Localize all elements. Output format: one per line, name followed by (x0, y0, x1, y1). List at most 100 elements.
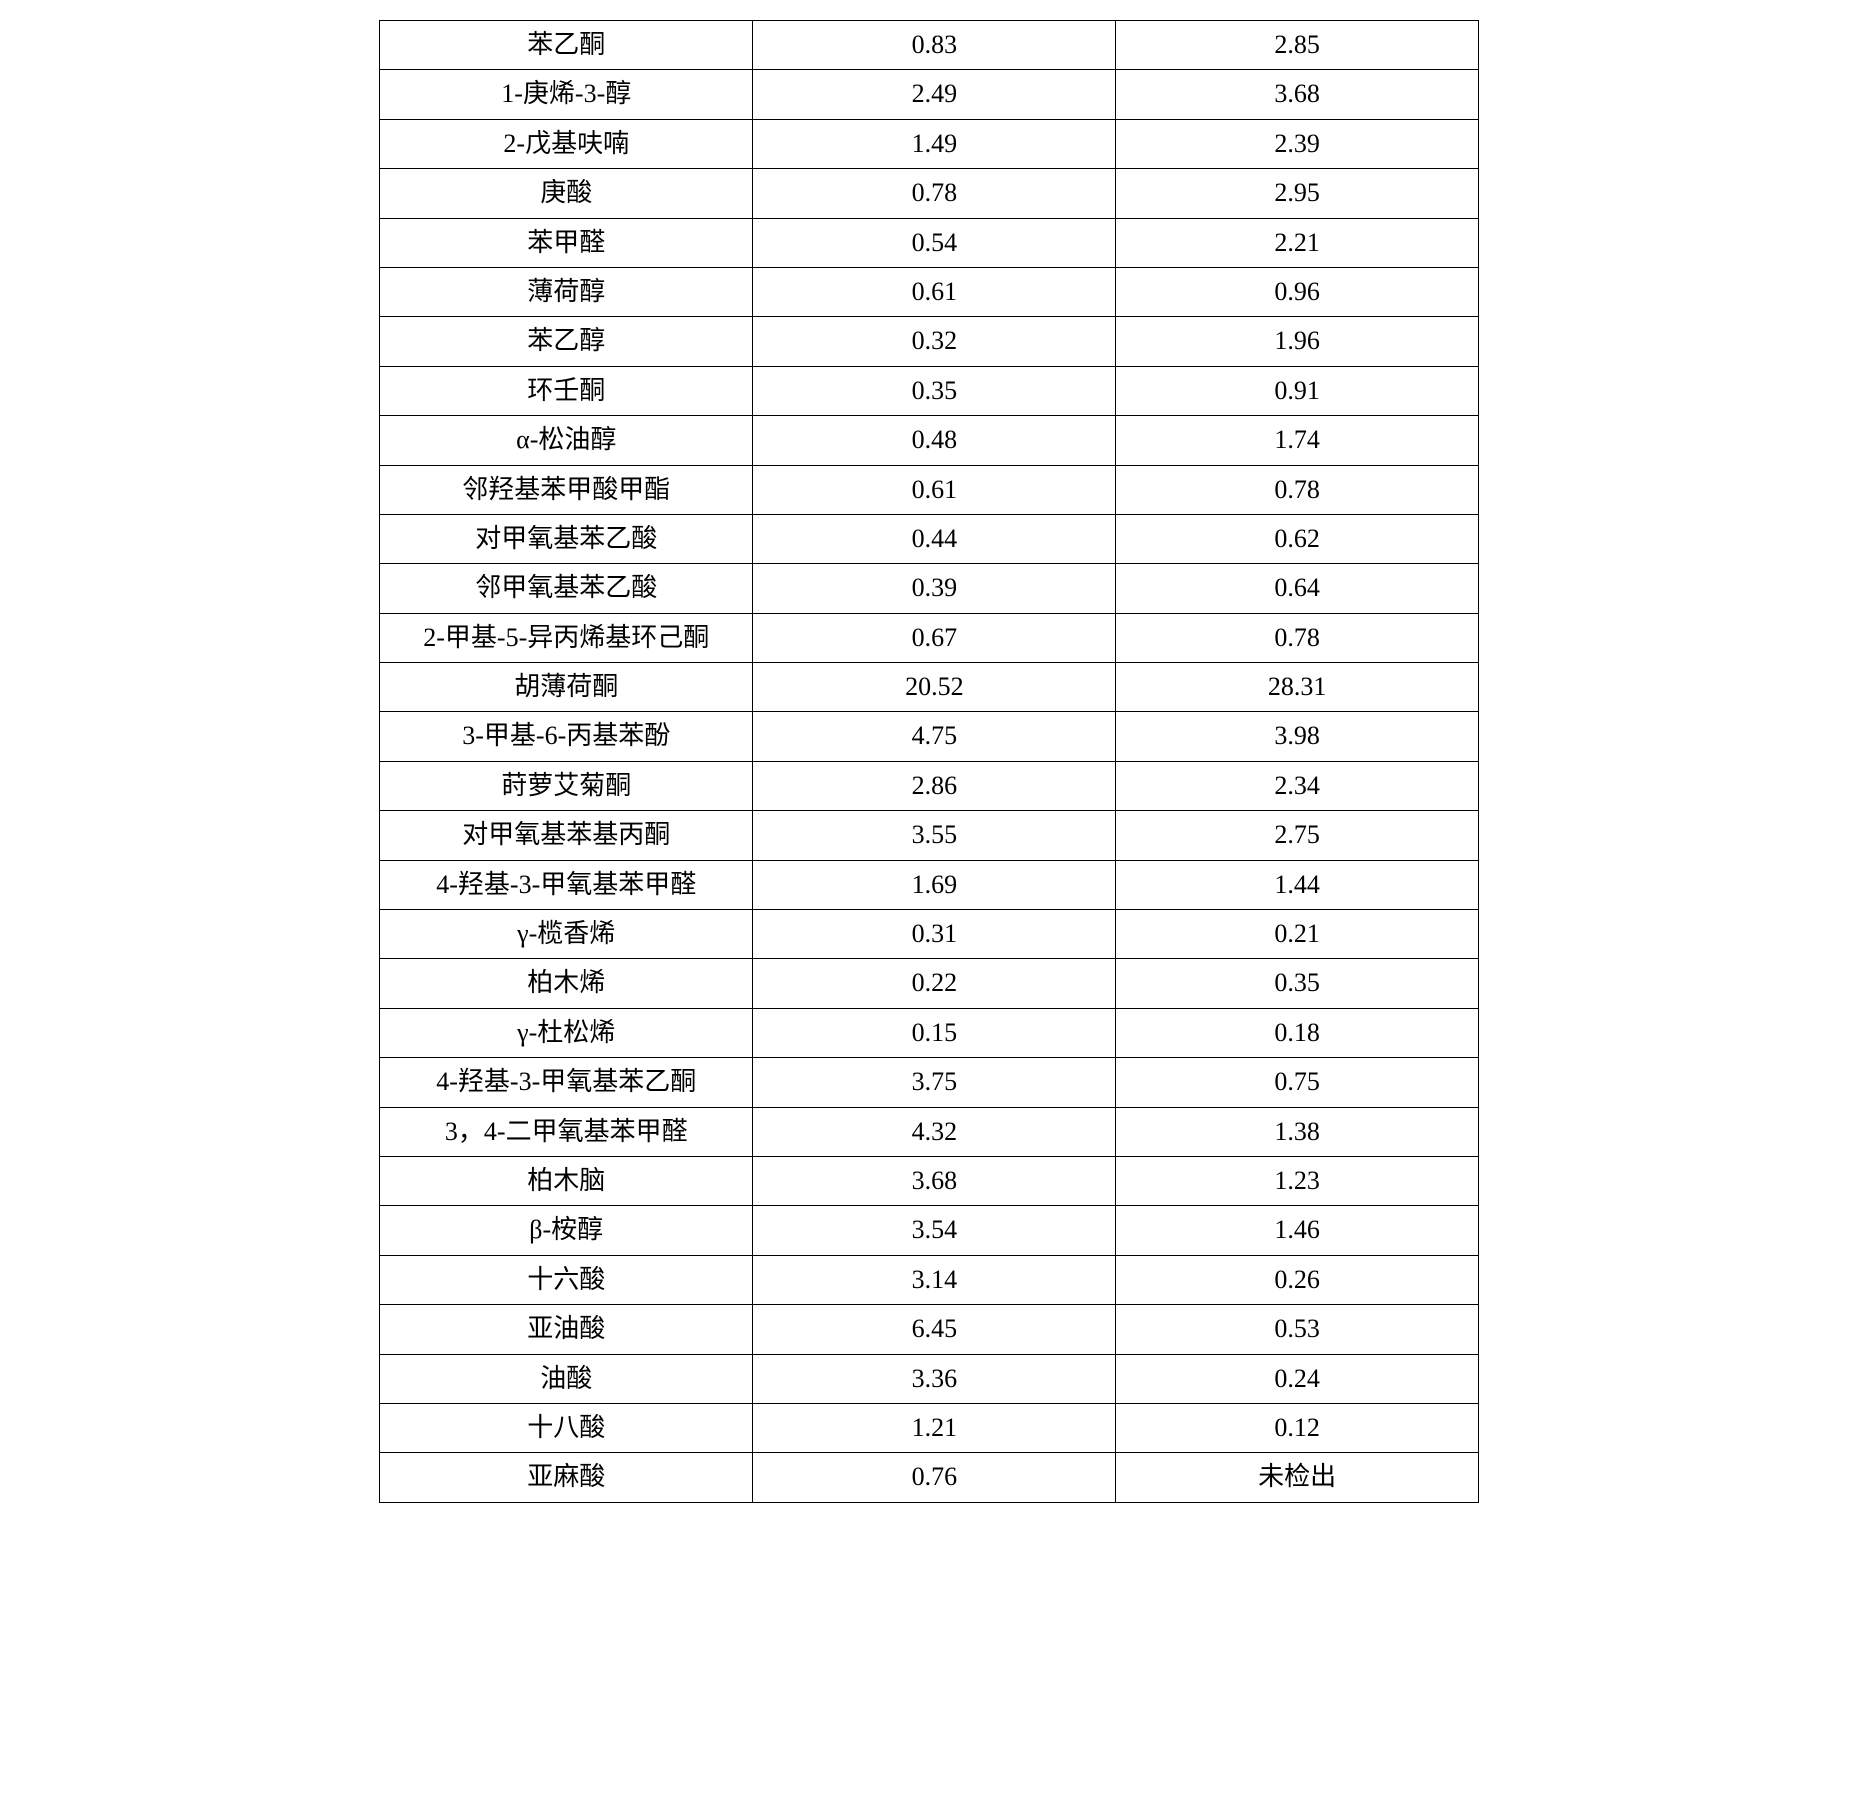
value-cell: 0.24 (1116, 1354, 1479, 1403)
value-cell: 1.69 (753, 860, 1116, 909)
value-cell: 0.48 (753, 416, 1116, 465)
table-row: 油酸3.360.24 (380, 1354, 1479, 1403)
table-row: 柏木烯0.220.35 (380, 959, 1479, 1008)
table-row: 1-庚烯-3-醇2.493.68 (380, 70, 1479, 119)
value-cell: 0.18 (1116, 1008, 1479, 1057)
value-cell: 6.45 (753, 1305, 1116, 1354)
value-cell: 0.31 (753, 910, 1116, 959)
table-row: 3-甲基-6-丙基苯酚4.753.98 (380, 712, 1479, 761)
table-row: 3，4-二甲氧基苯甲醛4.321.38 (380, 1107, 1479, 1156)
value-cell: 0.67 (753, 613, 1116, 662)
table-row: 邻羟基苯甲酸甲酯0.610.78 (380, 465, 1479, 514)
table-row: γ-榄香烯0.310.21 (380, 910, 1479, 959)
table-row: 环壬酮0.350.91 (380, 366, 1479, 415)
compound-name-cell: 1-庚烯-3-醇 (380, 70, 753, 119)
value-cell: 0.76 (753, 1453, 1116, 1502)
value-cell: 0.83 (753, 21, 1116, 70)
value-cell: 2.49 (753, 70, 1116, 119)
compound-name-cell: 苯乙醇 (380, 317, 753, 366)
compound-name-cell: 薄荷醇 (380, 267, 753, 316)
value-cell: 3.68 (1116, 70, 1479, 119)
compound-name-cell: 十八酸 (380, 1403, 753, 1452)
value-cell: 1.21 (753, 1403, 1116, 1452)
value-cell: 1.44 (1116, 860, 1479, 909)
table-row: 十六酸3.140.26 (380, 1255, 1479, 1304)
value-cell: 2.85 (1116, 21, 1479, 70)
table-row: 2-戊基呋喃1.492.39 (380, 119, 1479, 168)
value-cell: 0.22 (753, 959, 1116, 1008)
value-cell: 28.31 (1116, 663, 1479, 712)
table-row: 胡薄荷酮20.5228.31 (380, 663, 1479, 712)
compound-name-cell: 对甲氧基苯基丙酮 (380, 811, 753, 860)
value-cell: 1.96 (1116, 317, 1479, 366)
compound-name-cell: 3，4-二甲氧基苯甲醛 (380, 1107, 753, 1156)
value-cell: 0.78 (753, 169, 1116, 218)
value-cell: 0.54 (753, 218, 1116, 267)
value-cell: 0.53 (1116, 1305, 1479, 1354)
value-cell: 0.61 (753, 465, 1116, 514)
compound-name-cell: 4-羟基-3-甲氧基苯甲醛 (380, 860, 753, 909)
compound-name-cell: 胡薄荷酮 (380, 663, 753, 712)
compound-name-cell: 2-甲基-5-异丙烯基环己酮 (380, 613, 753, 662)
compound-name-cell: 2-戊基呋喃 (380, 119, 753, 168)
value-cell: 0.39 (753, 564, 1116, 613)
table-row: 苯乙酮0.832.85 (380, 21, 1479, 70)
value-cell: 0.12 (1116, 1403, 1479, 1452)
value-cell: 2.86 (753, 761, 1116, 810)
compound-name-cell: 邻甲氧基苯乙酸 (380, 564, 753, 613)
value-cell: 0.26 (1116, 1255, 1479, 1304)
compound-table: 苯乙酮0.832.851-庚烯-3-醇2.493.682-戊基呋喃1.492.3… (379, 20, 1479, 1503)
value-cell: 0.61 (753, 267, 1116, 316)
value-cell: 4.32 (753, 1107, 1116, 1156)
value-cell: 2.21 (1116, 218, 1479, 267)
value-cell: 3.75 (753, 1058, 1116, 1107)
compound-name-cell: 油酸 (380, 1354, 753, 1403)
table-body: 苯乙酮0.832.851-庚烯-3-醇2.493.682-戊基呋喃1.492.3… (380, 21, 1479, 1503)
compound-name-cell: 苯甲醛 (380, 218, 753, 267)
value-cell: 0.75 (1116, 1058, 1479, 1107)
compound-name-cell: 亚油酸 (380, 1305, 753, 1354)
table-row: 苯甲醛0.542.21 (380, 218, 1479, 267)
table-row: 柏木脑3.681.23 (380, 1156, 1479, 1205)
compound-name-cell: 邻羟基苯甲酸甲酯 (380, 465, 753, 514)
value-cell: 3.98 (1116, 712, 1479, 761)
value-cell: 未检出 (1116, 1453, 1479, 1502)
table-row: 庚酸0.782.95 (380, 169, 1479, 218)
table-row: 十八酸1.210.12 (380, 1403, 1479, 1452)
value-cell: 2.39 (1116, 119, 1479, 168)
value-cell: 0.96 (1116, 267, 1479, 316)
value-cell: 3.68 (753, 1156, 1116, 1205)
value-cell: 0.78 (1116, 465, 1479, 514)
table-row: 苯乙醇0.321.96 (380, 317, 1479, 366)
table-row: 4-羟基-3-甲氧基苯乙酮3.750.75 (380, 1058, 1479, 1107)
value-cell: 0.35 (753, 366, 1116, 415)
table-row: 薄荷醇0.610.96 (380, 267, 1479, 316)
table-row: 对甲氧基苯基丙酮3.552.75 (380, 811, 1479, 860)
value-cell: 3.36 (753, 1354, 1116, 1403)
compound-name-cell: α-松油醇 (380, 416, 753, 465)
value-cell: 1.38 (1116, 1107, 1479, 1156)
value-cell: 1.49 (753, 119, 1116, 168)
value-cell: 1.23 (1116, 1156, 1479, 1205)
table-row: γ-杜松烯0.150.18 (380, 1008, 1479, 1057)
table-row: 4-羟基-3-甲氧基苯甲醛1.691.44 (380, 860, 1479, 909)
table-row: 邻甲氧基苯乙酸0.390.64 (380, 564, 1479, 613)
table-row: 2-甲基-5-异丙烯基环己酮0.670.78 (380, 613, 1479, 662)
value-cell: 0.32 (753, 317, 1116, 366)
table-row: 莳萝艾菊酮2.862.34 (380, 761, 1479, 810)
value-cell: 0.15 (753, 1008, 1116, 1057)
value-cell: 0.64 (1116, 564, 1479, 613)
compound-name-cell: 十六酸 (380, 1255, 753, 1304)
value-cell: 1.46 (1116, 1206, 1479, 1255)
value-cell: 1.74 (1116, 416, 1479, 465)
compound-name-cell: 苯乙酮 (380, 21, 753, 70)
compound-name-cell: 环壬酮 (380, 366, 753, 415)
table-row: 亚麻酸0.76未检出 (380, 1453, 1479, 1502)
value-cell: 0.35 (1116, 959, 1479, 1008)
value-cell: 3.54 (753, 1206, 1116, 1255)
table-row: α-松油醇0.481.74 (380, 416, 1479, 465)
compound-name-cell: 亚麻酸 (380, 1453, 753, 1502)
value-cell: 2.95 (1116, 169, 1479, 218)
value-cell: 20.52 (753, 663, 1116, 712)
table-row: 亚油酸6.450.53 (380, 1305, 1479, 1354)
